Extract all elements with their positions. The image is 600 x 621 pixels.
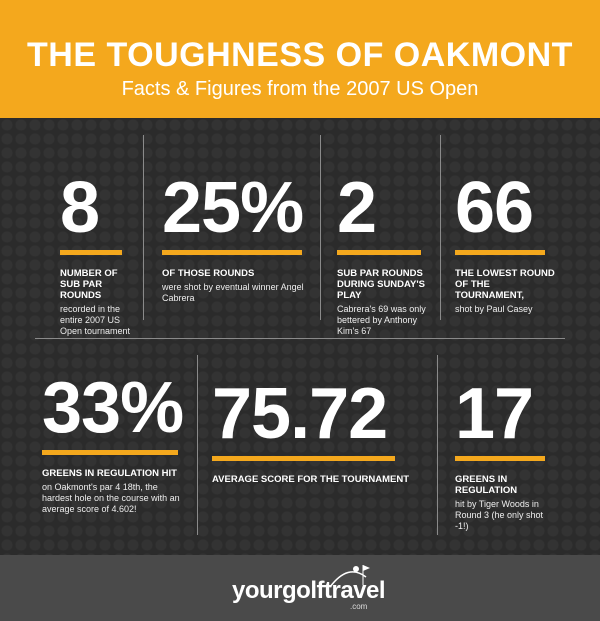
footer: yourgolftravel .com xyxy=(0,555,600,621)
header: THE TOUGHNESS OF OAKMONT Facts & Figures… xyxy=(0,0,600,118)
underline xyxy=(455,250,545,255)
stat-heading: THE LOWEST ROUND OF THE TOURNAMENT, xyxy=(455,268,555,301)
stat-description: hit by Tiger Woods in Round 3 (he only s… xyxy=(455,499,544,531)
stat-heading: AVERAGE SCORE FOR THE TOURNAMENT xyxy=(212,474,410,485)
stat-number: 33% xyxy=(42,368,184,448)
stat-number: 75.72 xyxy=(212,374,388,454)
stat-number: 2 xyxy=(337,168,377,248)
stat-description: recorded in the entire 2007 US Open tour… xyxy=(60,304,131,336)
stat-heading: NUMBER OF SUB PAR ROUNDS xyxy=(60,268,118,301)
stat-heading: GREENS IN REGULATION HIT xyxy=(42,468,177,479)
underline xyxy=(60,250,122,255)
divider xyxy=(320,135,321,320)
stat-card: 25% OF THOSE ROUNDS were shot by eventual … xyxy=(162,172,312,304)
logo-icon xyxy=(329,565,370,588)
stat-number: 17 xyxy=(455,374,534,454)
divider xyxy=(35,338,565,339)
stats-panel xyxy=(0,118,600,555)
logo: yourgolftravel xyxy=(232,577,386,604)
logo-domain: .com xyxy=(350,602,368,611)
stat-card: 2 SUB PAR ROUNDS DURING SUNDAY'S PLAY Cabr… xyxy=(337,172,427,337)
divider xyxy=(440,135,441,320)
stat-card: 33% GREENS IN REGULATION HIT on Oakmont's … xyxy=(42,372,187,515)
stat-description: were shot by eventual winner Angel Cabre… xyxy=(162,282,304,303)
underline xyxy=(212,456,395,461)
underline xyxy=(42,450,178,455)
stat-number: 25% xyxy=(162,168,304,248)
stat-description: Cabrera's 69 was only bettered by Anthon… xyxy=(337,304,426,336)
stat-card: 17 GREENS IN REGULATION hit by Tiger Woods… xyxy=(455,378,555,532)
title: THE TOUGHNESS OF OAKMONT xyxy=(27,36,573,74)
underline xyxy=(162,250,302,255)
stat-description: on Oakmont's par 4 18th, the hardest hol… xyxy=(42,482,180,514)
underline xyxy=(455,456,545,461)
underline xyxy=(337,250,421,255)
divider xyxy=(437,355,438,535)
stat-heading: OF THOSE ROUNDS xyxy=(162,268,255,279)
subtitle: Facts & Figures from the 2007 US Open xyxy=(121,78,479,100)
divider xyxy=(197,355,198,535)
stat-description: shot by Paul Casey xyxy=(455,304,533,314)
stat-heading: GREENS IN REGULATION xyxy=(455,474,518,496)
stat-heading: SUB PAR ROUNDS DURING SUNDAY'S PLAY xyxy=(337,268,425,301)
stat-card: 8 NUMBER OF SUB PAR ROUNDS recorded in the… xyxy=(60,172,140,337)
stat-card: 75.72 AVERAGE SCORE FOR THE TOURNAMENT xyxy=(212,378,427,485)
stat-number: 66 xyxy=(455,168,534,248)
stat-number: 8 xyxy=(60,168,100,248)
divider xyxy=(143,135,144,320)
stat-card: 66 THE LOWEST ROUND OF THE TOURNAMENT, sho… xyxy=(455,172,555,315)
